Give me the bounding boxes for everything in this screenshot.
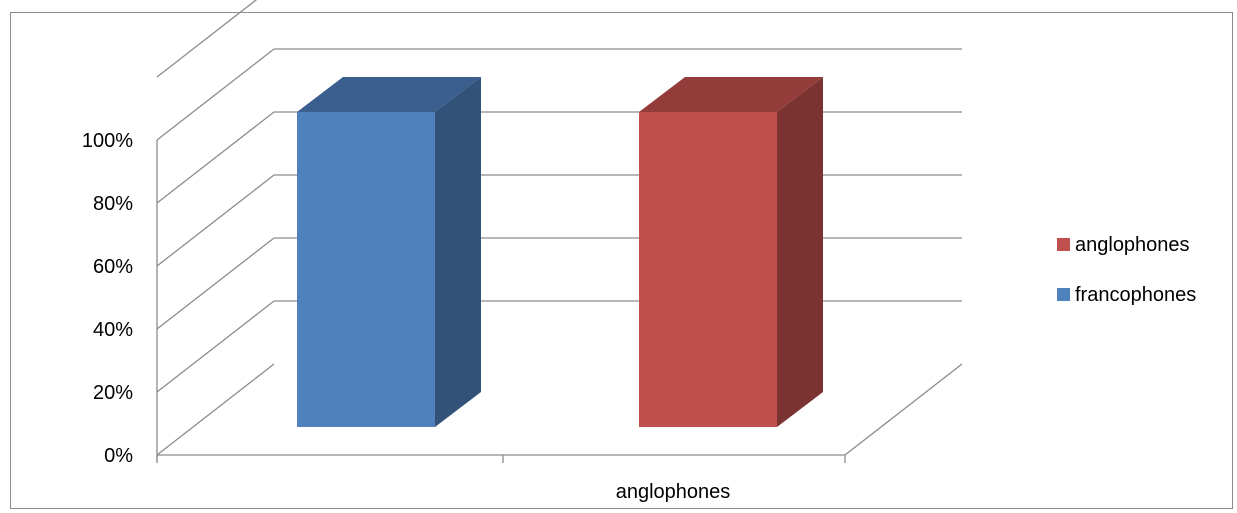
wall-gridline-5 <box>156 48 275 141</box>
y-tick-label-5: 100% <box>82 130 133 152</box>
floor-right-edge <box>844 363 963 456</box>
wall-gridline-2 <box>156 237 275 330</box>
y-tick-label-0: 0% <box>104 445 133 467</box>
bar-front-francophones <box>297 112 435 427</box>
legend-swatch-francophones <box>1057 288 1070 301</box>
legend-label-francophones: francophones <box>1075 284 1196 306</box>
wall-gridline-top <box>156 0 258 78</box>
bar-front-anglophones <box>639 112 777 427</box>
bar-top-anglophones <box>639 77 823 112</box>
wall-gridline-3 <box>156 174 275 267</box>
legend-swatch-anglophones <box>1057 238 1070 251</box>
chart-frame <box>10 12 1233 509</box>
wall-gridline-1 <box>156 300 275 393</box>
y-tick-label-4: 80% <box>93 193 133 215</box>
x-category-label-0: anglophones <box>616 481 731 503</box>
wall-gridline-4 <box>156 111 275 204</box>
wall-gridline-0 <box>156 363 275 456</box>
legend-label-anglophones: anglophones <box>1075 234 1190 256</box>
y-tick-label-1: 20% <box>93 382 133 404</box>
y-tick-label-3: 60% <box>93 256 133 278</box>
bar-top-francophones <box>297 77 481 112</box>
y-tick-label-2: 40% <box>93 319 133 341</box>
bar-side-anglophones <box>777 77 823 427</box>
bar-side-francophones <box>435 77 481 427</box>
